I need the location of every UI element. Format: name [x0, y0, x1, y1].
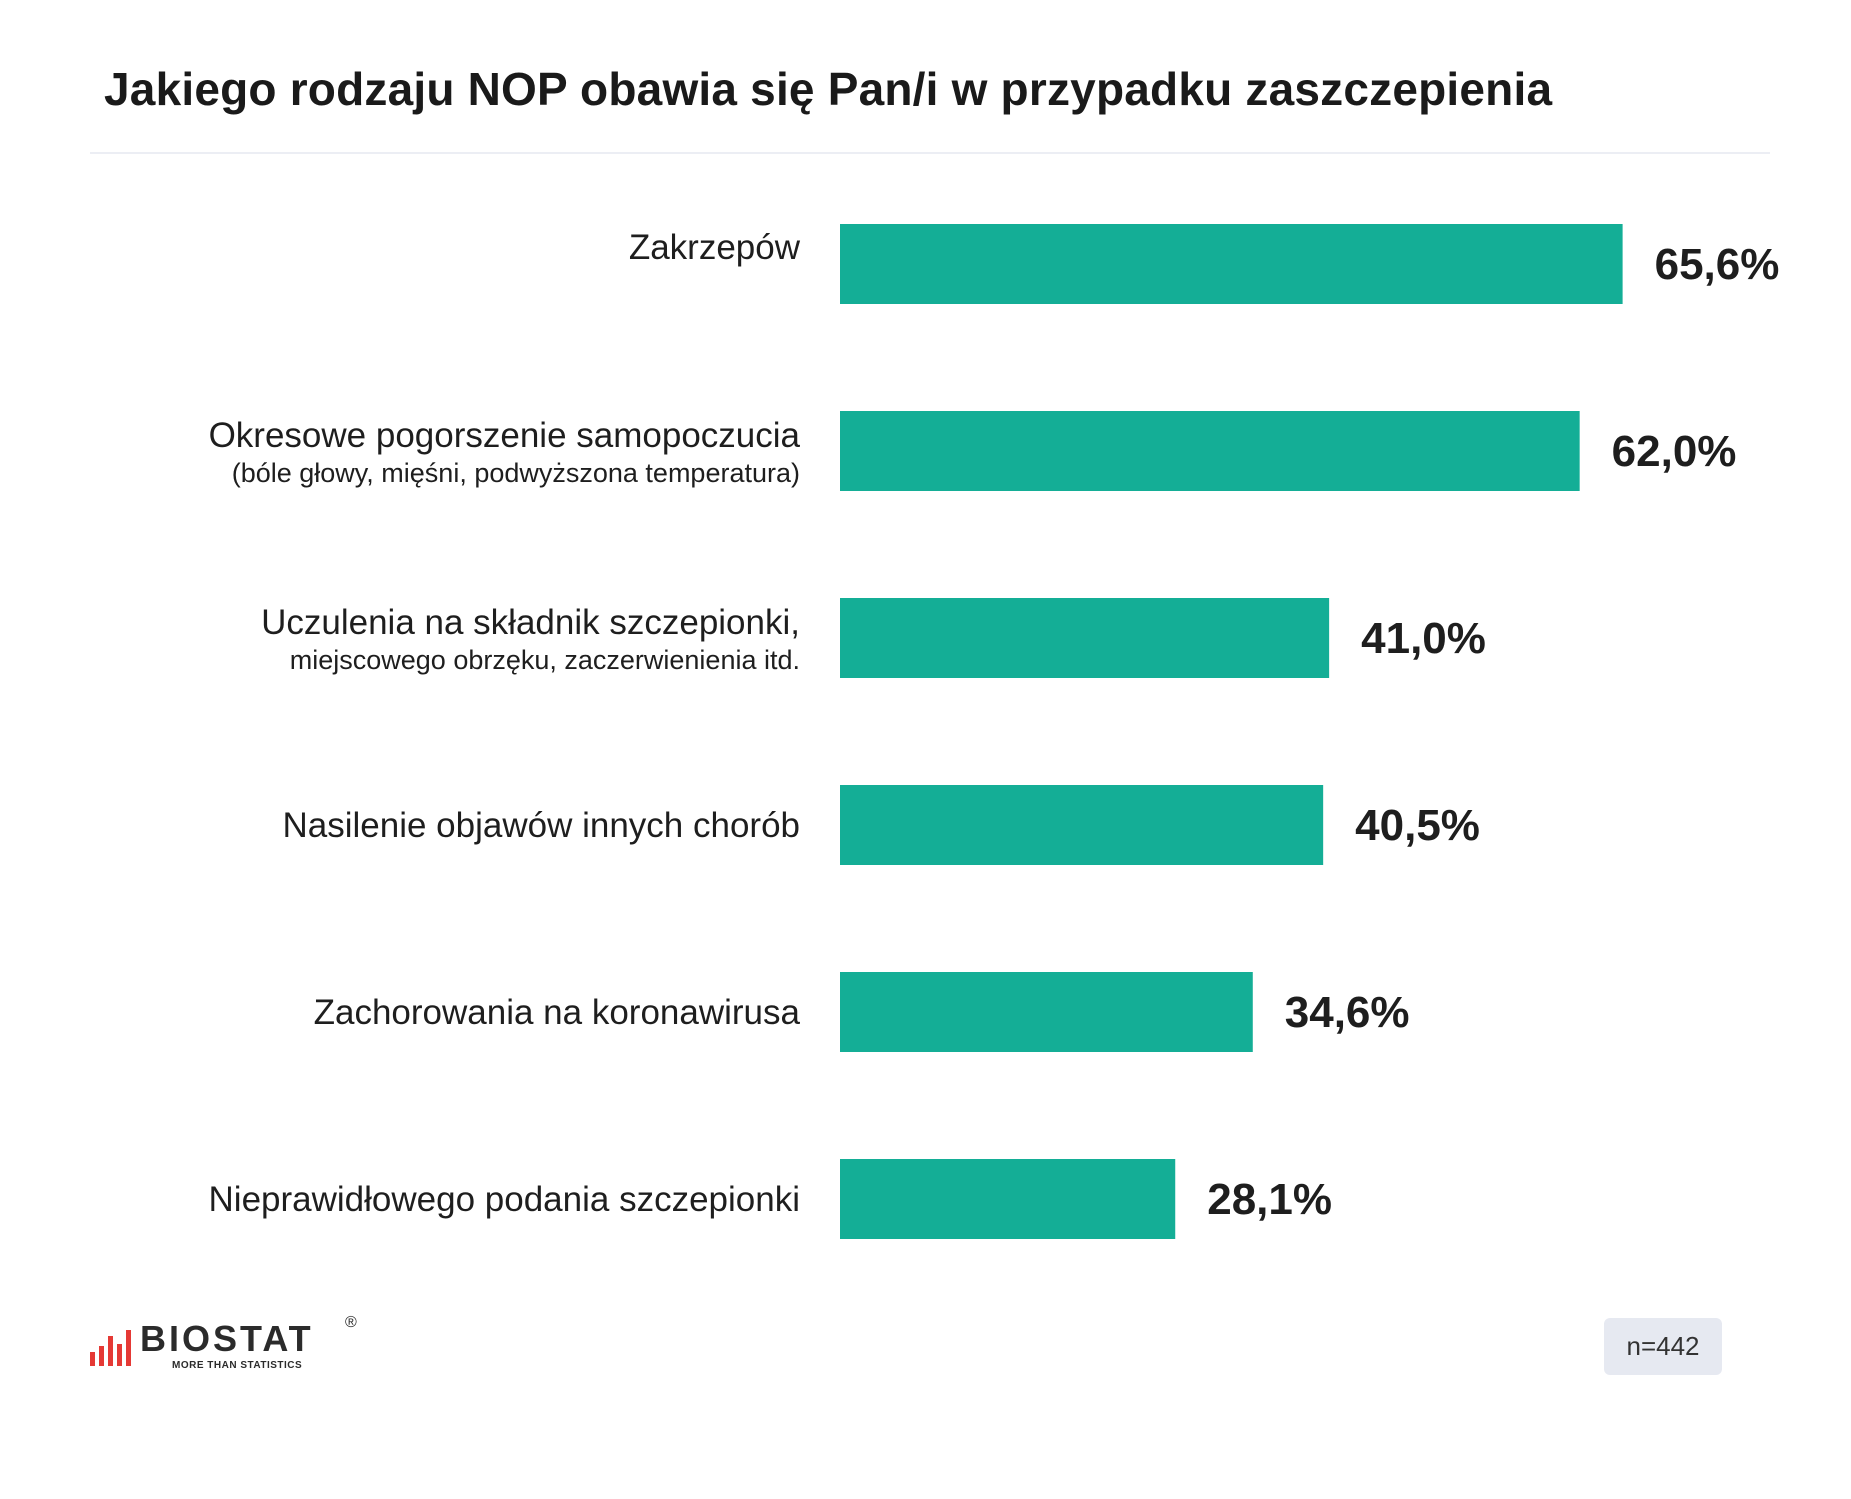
value-label-5: 34,6%	[1285, 988, 1410, 1037]
sample-size-badge: n=442	[1604, 1318, 1722, 1375]
category-label-5: Zachorowania na koronawirusa	[314, 993, 801, 1032]
bar-3	[840, 598, 1330, 678]
value-label-2: 62,0%	[1612, 427, 1737, 476]
category-label-1: Zakrzepów	[629, 228, 801, 267]
value-label-6: 28,1%	[1207, 1175, 1332, 1224]
category-label-2: Okresowe pogorszenie samopoczucia	[209, 416, 801, 455]
bar-1	[840, 224, 1623, 304]
title-divider	[90, 152, 1770, 154]
category-sublabel-3: miejscowego obrzęku, zaczerwienienia itd…	[290, 645, 800, 675]
category-label-6: Nieprawidłowego podania szczepionki	[209, 1180, 800, 1219]
bar-5	[840, 972, 1253, 1052]
category-label-3: Uczulenia na składnik szczepionki,	[261, 603, 800, 642]
bar-chart: 65,6% Zakrzepów 62,0% Okresowe pogorszenie …	[209, 224, 1780, 1239]
bar-6	[840, 1159, 1176, 1239]
logo-registered-mark: ®	[345, 1314, 357, 1331]
biostat-logo: BIOSTAT ® MORE THAN STATISTICS	[90, 1314, 390, 1378]
value-label-3: 41,0%	[1361, 614, 1486, 663]
category-sublabel-2: (bóle głowy, mięśni, podwyższona tempera…	[232, 458, 800, 488]
value-label-1: 65,6%	[1655, 240, 1780, 289]
logo-tagline: MORE THAN STATISTICS	[172, 1360, 303, 1371]
bar-2	[840, 411, 1580, 491]
bar-4	[840, 785, 1324, 865]
category-label-4: Nasilenie objawów innych chorób	[282, 806, 800, 845]
value-label-4: 40,5%	[1355, 801, 1480, 850]
chart-title: Jakiego rodzaju NOP obawia się Pan/i w p…	[104, 63, 1553, 115]
logo-text: BIOSTAT	[140, 1318, 314, 1359]
